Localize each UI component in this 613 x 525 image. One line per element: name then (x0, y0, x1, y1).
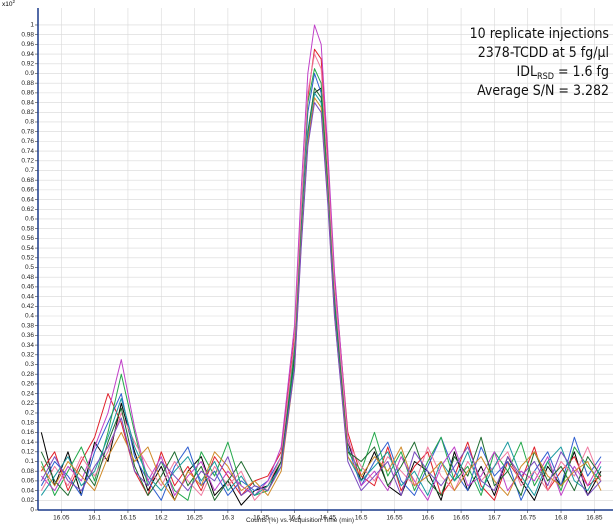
ticks: 0 0.02 0.04 0.06 0.08 0.1 0.12 0.14 0.16 0.18 0.2 0… (21, 22, 603, 522)
y-tick-label: 0.88 (21, 80, 34, 87)
x-tick-label: 16.1 (88, 515, 101, 522)
x-tick-label: 16.6 (421, 515, 434, 522)
x-tick-label: 16.05 (53, 515, 70, 522)
trace (40, 68, 602, 501)
trace (40, 97, 602, 501)
y-tick-label: 0.32 (21, 352, 34, 359)
y-tick-label: 0.36 (21, 332, 34, 339)
x-tick-label: 16.75 (520, 515, 537, 522)
y-tick-label: 0.66 (21, 187, 34, 194)
y-tick-label: 0.42 (21, 303, 34, 310)
y-tick-label: 0.12 (21, 449, 34, 456)
y-tick-label: 0.52 (21, 255, 34, 262)
y-tick-label: 0.06 (21, 478, 34, 485)
y-tick-label: 0.02 (21, 497, 34, 504)
x-tick-label: 16.2 (155, 515, 168, 522)
x-tick-label: 16.5 (355, 515, 368, 522)
y-tick-label: 0.18 (21, 419, 34, 426)
y-tick-label: 0 (30, 507, 34, 514)
y-tick-label: 0.54 (21, 245, 34, 252)
y-tick-label: 0.34 (21, 342, 34, 349)
y-tick-label: 0.08 (21, 468, 34, 475)
trace (40, 72, 602, 501)
x-tick-label: 16.15 (120, 515, 137, 522)
y-tick-label: 0.98 (21, 31, 34, 38)
y-tick-label: 0.26 (21, 381, 34, 388)
y-tick-label: 0.38 (21, 322, 34, 329)
x-tick-label: 16.3 (222, 515, 235, 522)
y-tick-label: 0.56 (21, 235, 34, 242)
y-tick-label: 0.16 (21, 429, 34, 436)
y-tick-label: 0.74 (21, 148, 34, 155)
y-tick-label: 0.24 (21, 390, 34, 397)
y-tick-label: 0.94 (21, 51, 34, 58)
y-tick-label: 0.3 (25, 361, 34, 368)
trace (40, 87, 602, 501)
y-tick-label: 0.8 (25, 119, 34, 126)
y-tick-label: 0.82 (21, 109, 34, 116)
y-tick-label: 0.46 (21, 284, 34, 291)
trace (40, 92, 602, 496)
y-tick-label: 0.84 (21, 99, 34, 106)
annotation-idl: IDLRSD = 1.6 fg (517, 64, 609, 82)
x-tick-label: 16.45 (320, 515, 337, 522)
y-tick-label: 1 (30, 22, 34, 29)
idl-value: = 1.6 fg (558, 64, 609, 80)
y-scale-base: x10 (2, 1, 13, 8)
y-scale-exponent: 2 (12, 0, 15, 4)
annotation-line: 10 replicate injections (470, 26, 609, 42)
x-tick-label: 16.65 (453, 515, 470, 522)
y-tick-label: 0.58 (21, 225, 34, 232)
y-tick-label: 0.7 (25, 167, 34, 174)
y-tick-label: 0.64 (21, 196, 34, 203)
y-tick-label: 0.96 (21, 41, 34, 48)
y-tick-label: 0.78 (21, 128, 34, 135)
y-tick-label: 0.86 (21, 90, 34, 97)
y-tick-label: 0.76 (21, 138, 34, 145)
x-axis-label: Counts (%) vs. Acquisition Time (min) (246, 517, 354, 524)
annotation-line: Average S/N = 3.282 (477, 83, 609, 99)
y-tick-label: 0.22 (21, 400, 34, 407)
y-tick-label: 0.92 (21, 60, 34, 67)
y-tick-label: 0.9 (25, 70, 34, 77)
y-tick-label: 0.28 (21, 371, 34, 378)
x-tick-label: 16.7 (488, 515, 501, 522)
y-tick-label: 0.68 (21, 177, 34, 184)
y-tick-label: 0.62 (21, 206, 34, 213)
x-tick-label: 16.25 (186, 515, 203, 522)
y-tick-label: 0.4 (25, 313, 34, 320)
y-tick-label: 0.72 (21, 158, 34, 165)
y-tick-label: 0.04 (21, 487, 34, 494)
x-tick-label: 16.4 (288, 515, 301, 522)
y-scale: x102 (2, 0, 15, 8)
y-tick-label: 0.5 (25, 264, 34, 271)
idl-label: IDL (517, 64, 537, 80)
idl-subscript: RSD (537, 72, 554, 82)
y-tick-label: 0.48 (21, 274, 34, 281)
annotation-line: 2378-TCDD at 5 fg/µl (478, 45, 609, 61)
y-tick-label: 0.1 (25, 458, 34, 465)
x-tick-label: 16.55 (386, 515, 403, 522)
x-tick-label: 16.35 (253, 515, 270, 522)
traces (40, 24, 602, 506)
y-tick-label: 0.14 (21, 439, 34, 446)
y-tick-label: 0.44 (21, 293, 34, 300)
trace (40, 48, 602, 501)
x-tick-label: 16.85 (586, 515, 603, 522)
annotation: 10 replicate injections 2378-TCDD at 5 f… (470, 26, 609, 99)
trace (40, 102, 602, 496)
y-tick-label: 0.6 (25, 216, 34, 223)
trace (40, 87, 602, 506)
y-tick-label: 0.2 (25, 410, 34, 417)
x-tick-label: 16.8 (555, 515, 568, 522)
